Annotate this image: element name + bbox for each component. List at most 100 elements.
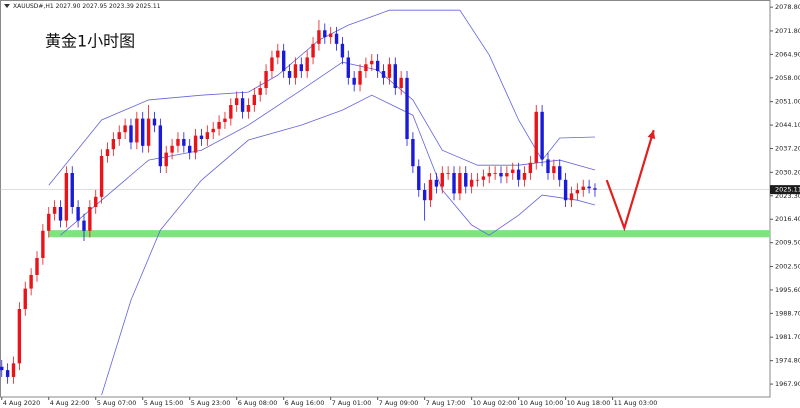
y-tick-label: 2037.20	[775, 145, 800, 153]
y-tick-label: 2009.50	[775, 239, 800, 247]
candle-body	[35, 257, 39, 275]
candle-body	[41, 230, 45, 258]
candle-body	[340, 43, 345, 58]
x-tick-label: 10 Aug 18:00	[567, 399, 611, 407]
candle-body	[540, 111, 544, 160]
y-tick-label: 2078.80	[775, 3, 800, 11]
candle-body	[158, 125, 163, 167]
candle-body	[105, 149, 110, 157]
candle-body	[499, 173, 503, 177]
forecast-arrow	[605, 129, 655, 232]
candle-body	[328, 33, 333, 38]
x-tick-label: 11 Aug 03:00	[614, 399, 658, 407]
x-tick-label: 7 Aug 17:00	[426, 399, 466, 407]
candle-body	[164, 152, 168, 167]
x-tick-label: 6 Aug 08:00	[238, 399, 278, 407]
candle-body	[146, 118, 151, 146]
candle-body	[199, 135, 204, 140]
candle-body	[464, 173, 468, 187]
x-tick-label: 4 Aug 22:00	[50, 399, 90, 407]
candle-body	[188, 145, 192, 153]
candle-body	[305, 57, 309, 72]
candle-body	[11, 363, 16, 377]
candle-body	[375, 60, 380, 72]
candle-body	[417, 166, 421, 191]
candle-body	[111, 139, 116, 150]
candle-body	[434, 179, 439, 187]
candle-body	[399, 77, 403, 89]
candle-body	[270, 57, 274, 72]
y-tick-label: 2002.50	[775, 262, 800, 270]
candle-body	[422, 190, 427, 201]
candle-body	[299, 64, 304, 72]
candle-body	[458, 173, 462, 194]
candle-body	[182, 139, 186, 146]
y-tick-label: 2030.20	[775, 168, 800, 176]
candle-body	[276, 50, 280, 58]
candle-body	[58, 206, 63, 221]
candle-body	[587, 186, 591, 189]
candle-body	[334, 33, 339, 44]
x-tick-label: 5 Aug 23:00	[191, 399, 231, 407]
candle-body	[152, 118, 157, 126]
candle-body	[287, 71, 292, 78]
candle-body	[522, 173, 527, 180]
candle-body	[552, 166, 556, 174]
candle-body	[370, 60, 374, 65]
candle-body	[246, 105, 251, 112]
candle-body	[581, 186, 585, 191]
candle-body	[569, 193, 574, 201]
menu-icon	[4, 4, 10, 8]
x-tick-label: 7 Aug 09:00	[379, 399, 419, 407]
candle-body	[346, 57, 350, 78]
chart-title: 黄金1小时图	[45, 32, 135, 51]
candle-body	[364, 64, 368, 72]
candle-body	[469, 179, 474, 187]
candle-body	[323, 30, 327, 38]
candle-body	[546, 159, 550, 174]
candle-body	[135, 118, 139, 143]
x-tick-label: 10 Aug 02:00	[473, 399, 517, 407]
candle-body	[23, 288, 27, 309]
candle-body	[440, 173, 444, 187]
candle-body	[123, 125, 127, 133]
candle-body	[493, 173, 497, 174]
y-tick-label: 2016.40	[775, 215, 800, 223]
candle-body	[176, 139, 180, 146]
candle-body	[240, 98, 245, 112]
last-price-box	[770, 185, 800, 195]
candle-body	[141, 118, 145, 146]
candle-body	[352, 77, 356, 85]
candle-body	[17, 308, 22, 364]
y-tick-label: 1995.60	[775, 286, 800, 294]
plot-frame	[0, 0, 771, 398]
candle-body	[258, 88, 262, 95]
y-tick-label: 1967.90	[775, 380, 800, 388]
candle-body	[211, 128, 215, 133]
y-tick-label: 2058.00	[775, 74, 800, 82]
candle-body	[223, 118, 227, 123]
candle-body	[381, 71, 386, 78]
candle-body	[193, 135, 198, 153]
x-tick-label: 10 Aug 10:00	[520, 399, 564, 407]
candle-body	[5, 370, 10, 377]
y-tick-label: 2023.30	[775, 192, 800, 200]
candle-body	[534, 111, 538, 163]
candle-body	[387, 64, 392, 78]
candle-body	[311, 43, 315, 58]
candle-body	[487, 173, 491, 177]
candle-body	[99, 156, 104, 197]
candle-body	[428, 179, 433, 201]
candle-body	[516, 169, 521, 180]
x-tick-label: 5 Aug 15:00	[144, 399, 184, 407]
candle-body	[29, 274, 33, 289]
y-tick-label: 2044.10	[775, 121, 800, 129]
candle-body	[393, 64, 397, 89]
candle-body	[229, 105, 233, 119]
candle-body	[47, 213, 51, 231]
y-tick-label: 1988.70	[775, 309, 800, 317]
candle-body	[293, 64, 298, 78]
chart-header: XAUUSD#,H1 2027.90 2027.95 2023.39 2025.…	[13, 3, 161, 10]
candle-body	[511, 169, 515, 174]
y-tick-label: 2064.90	[775, 50, 800, 58]
